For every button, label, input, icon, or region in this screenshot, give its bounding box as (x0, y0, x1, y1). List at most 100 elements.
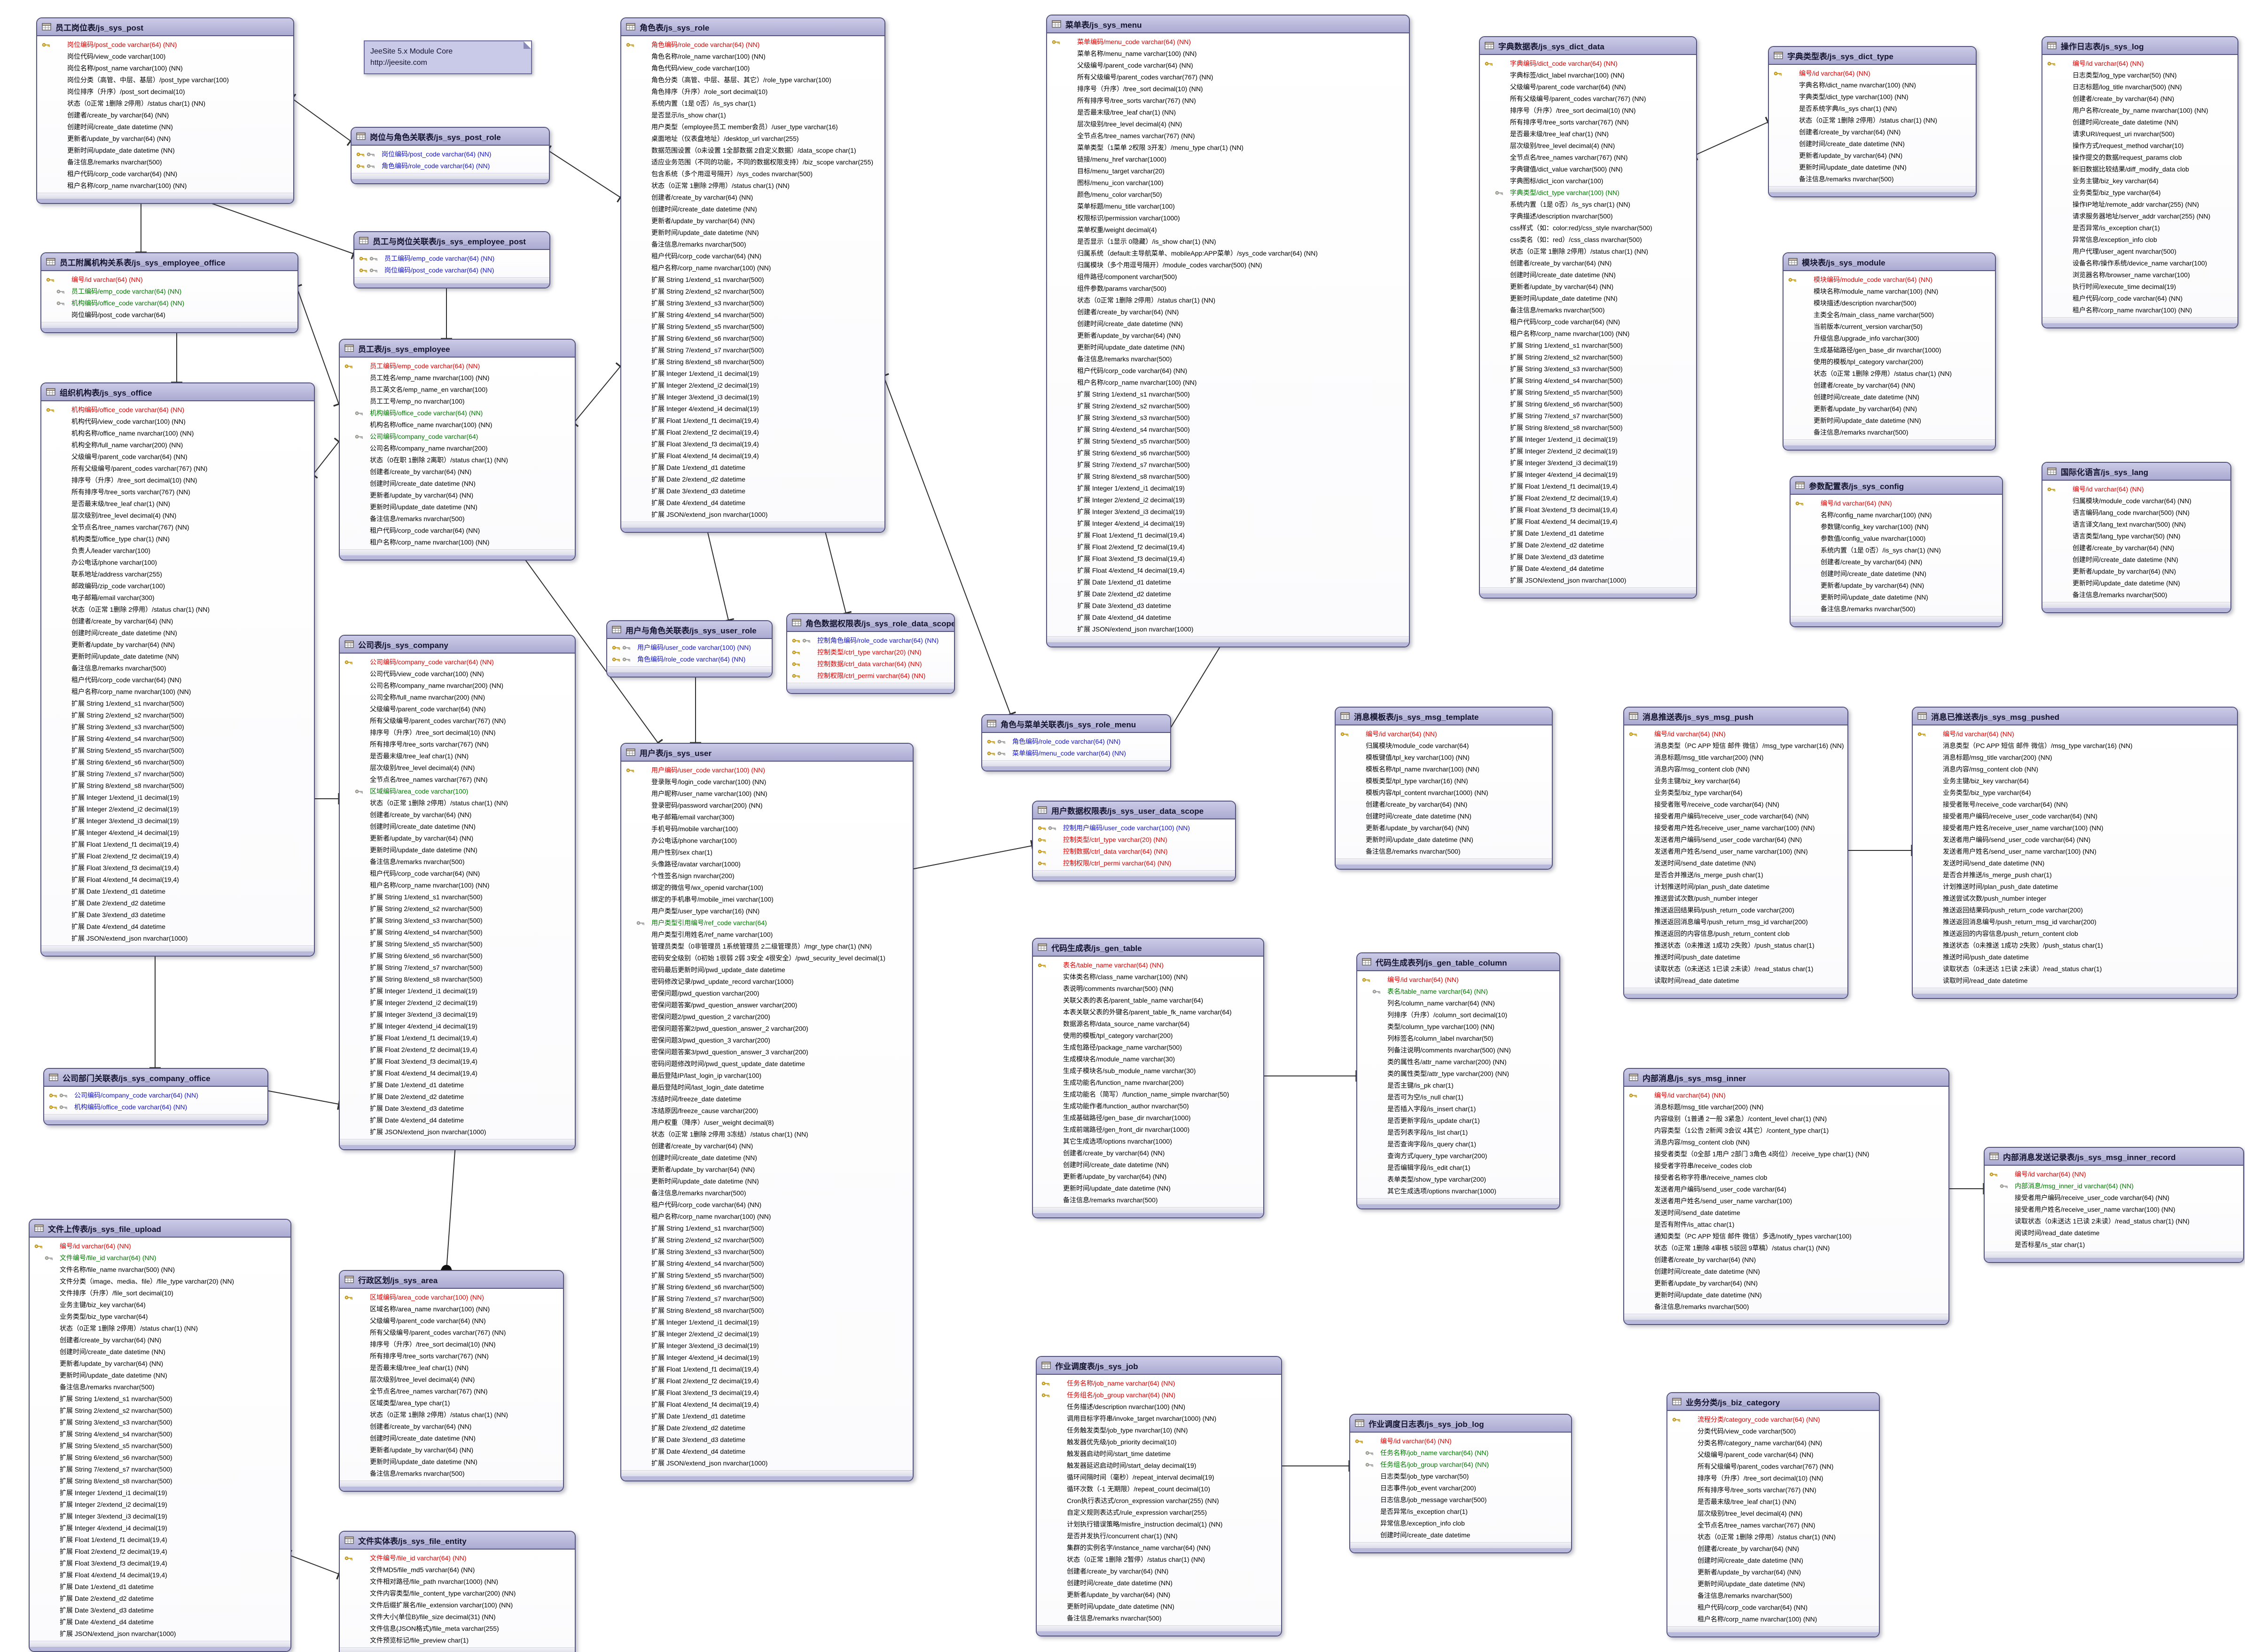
field-row: 当前版本/current_version varchar(50) (1783, 321, 1995, 333)
table-header-js_sys_employee[interactable]: 员工表/js_sys_employee (340, 340, 575, 358)
table-js_sys_lang[interactable]: 国际化语言/js_sys_lang 编号/id varchar(64) (NN)… (2042, 462, 2231, 613)
field-row: 扩展 String 4/extend_s4 nvarchar(500) (1047, 424, 1409, 436)
table-header-js_sys_msg_push[interactable]: 消息推送表/js_sys_msg_push (1624, 708, 1847, 725)
table-header-js_sys_office[interactable]: 组织机构表/js_sys_office (41, 383, 314, 401)
table-header-js_sys_user_data_scope[interactable]: 用户数据权限表/js_sys_user_data_scope (1033, 802, 1235, 819)
field-text: 扩展 String 6/extend_s6 nvarchar(500) (370, 952, 483, 959)
field-text: 状态（0在职 1删除 2离职）/status char(1) (NN) (370, 456, 508, 464)
table-header-js_gen_table[interactable]: 代码生成表/js_gen_table (1033, 939, 1263, 957)
table-js_biz_category[interactable]: 业务分类/js_biz_category 流程分类/category_code … (1666, 1392, 1880, 1637)
field-row: 备注信息/remarks nvarchar(500) (340, 856, 575, 868)
table-header-js_sys_job_log[interactable]: 作业调度日志表/js_sys_job_log (1350, 1415, 1571, 1433)
field-row: 扩展 String 4/extend_s4 nvarchar(500) (1480, 375, 1696, 387)
table-js_sys_msg_inner_record[interactable]: 内部消息发送记录表/js_sys_msg_inner_record 编号/id … (1984, 1147, 2244, 1263)
table-js_sys_job[interactable]: 作业调度表/js_sys_job 任务名称/job_name varchar(6… (1036, 1356, 1282, 1636)
table-header-js_sys_post_role[interactable]: 岗位与角色关联表/js_sys_post_role (352, 128, 549, 146)
field-text: 排序号（升序）/tree_sort decimal(10) (NN) (71, 476, 197, 484)
table-js_sys_user[interactable]: 用户表/js_sys_user 用户编码/user_code varchar(1… (620, 743, 914, 1481)
table-js_sys_company[interactable]: 公司表/js_sys_company 公司编码/company_code var… (339, 635, 576, 1150)
table-footer-bar (1783, 445, 1995, 450)
table-js_sys_role[interactable]: 角色表/js_sys_role 角色编码/role_code varchar(6… (620, 17, 885, 533)
table-js_sys_employee[interactable]: 员工表/js_sys_employee 员工编码/emp_code varcha… (339, 339, 576, 561)
table-header-js_sys_msg_pushed[interactable]: 消息已推送表/js_sys_msg_pushed (1913, 708, 2237, 725)
field-text: 是否异常/is_exception char(1) (1380, 1508, 1468, 1515)
table-js_sys_user_data_scope[interactable]: 用户数据权限表/js_sys_user_data_scope 控制用户编码/us… (1032, 801, 1236, 881)
table-js_sys_msg_template[interactable]: 消息模板表/js_sys_msg_template 编号/id varchar(… (1335, 707, 1553, 870)
table-header-js_gen_table_column[interactable]: 代码生成表列/js_gen_table_column (1357, 953, 1559, 971)
table-js_sys_company_office[interactable]: 公司部门关联表/js_sys_company_office 公司编码/compa… (43, 1068, 268, 1125)
table-js_sys_post[interactable]: 员工岗位表/js_sys_post 岗位编码/post_code varchar… (36, 17, 294, 204)
table-header-js_sys_company[interactable]: 公司表/js_sys_company (340, 636, 575, 654)
table-js_gen_table[interactable]: 代码生成表/js_gen_table 表名/table_name varchar… (1032, 938, 1264, 1218)
table-js_sys_employee_post[interactable]: 员工与岗位关联表/js_sys_employee_post 员工编码/emp_c… (353, 231, 550, 288)
field-text: 岗位编码/post_code varchar(64) (NN) (382, 150, 492, 158)
table-header-js_sys_msg_template[interactable]: 消息模板表/js_sys_msg_template (1336, 708, 1552, 725)
table-js_sys_log[interactable]: 操作日志表/js_sys_log 编号/id varchar(64) (NN) 日… (2042, 36, 2238, 328)
table-js_sys_msg_inner[interactable]: 内部消息/js_sys_msg_inner 编号/id varchar(64) … (1623, 1068, 1949, 1325)
table-header-js_sys_user[interactable]: 用户表/js_sys_user (621, 744, 913, 762)
table-js_sys_employee_office[interactable]: 员工附属机构关系表/js_sys_employee_office 编号/id v… (40, 252, 298, 333)
table-fields: 公司编码/company_code varchar(64) (NN) 机构编码/… (44, 1087, 267, 1114)
table-js_gen_table_column[interactable]: 代码生成表列/js_gen_table_column 编号/id varchar… (1356, 952, 1560, 1209)
primary-key-icon (46, 408, 54, 412)
field-row: 用户代理/user_agent nvarchar(500) (2042, 246, 2237, 257)
field-text: 员工编码/emp_code varchar(64) (NN) (71, 288, 182, 295)
table-js_sys_job_log[interactable]: 作业调度日志表/js_sys_job_log 编号/id varchar(64)… (1349, 1414, 1572, 1553)
table-header-js_sys_company_office[interactable]: 公司部门关联表/js_sys_company_office (44, 1069, 267, 1087)
table-header-js_sys_msg_inner[interactable]: 内部消息/js_sys_msg_inner (1624, 1069, 1948, 1087)
field-row: 扩展 String 8/extend_s8 nvarchar(500) (1480, 422, 1696, 434)
field-row: 租户名称/corp_name nvarchar(100) (NN) (1047, 377, 1409, 389)
table-header-js_sys_log[interactable]: 操作日志表/js_sys_log (2042, 37, 2237, 55)
table-js_sys_role_data_scope[interactable]: 角色数据权限表/js_sys_role_data_scope 控制角色编码/ro… (786, 613, 955, 694)
field-text: 接受者类型（0全部 1用户 2部门 3角色 4岗位）/receive_type … (1654, 1150, 1870, 1158)
field-row: 日志信息/job_message varchar(500) (1350, 1494, 1571, 1506)
field-row: 角色代码/view_code varchar(100) (621, 62, 884, 74)
table-js_sys_role_menu[interactable]: 角色与菜单关联表/js_sys_role_menu 角色编码/role_code… (981, 714, 1171, 771)
table-js_sys_msg_push[interactable]: 消息推送表/js_sys_msg_push 编号/id varchar(64) … (1623, 707, 1848, 999)
table-js_sys_post_role[interactable]: 岗位与角色关联表/js_sys_post_role 岗位编码/post_code… (351, 127, 550, 184)
table-header-js_sys_menu[interactable]: 菜单表/js_sys_menu (1047, 16, 1409, 33)
table-header-js_sys_job[interactable]: 作业调度表/js_sys_job (1037, 1357, 1281, 1375)
field-row: 扩展 Date 2/extend_d2 datetime (41, 897, 314, 909)
table-header-js_sys_module[interactable]: 模块表/js_sys_module (1783, 253, 1995, 271)
table-header-js_sys_lang[interactable]: 国际化语言/js_sys_lang (2042, 463, 2230, 481)
field-text: 备注信息/remarks nvarchar(500) (370, 858, 465, 865)
primary-key-icon (1340, 732, 1348, 736)
table-js_sys_msg_pushed[interactable]: 消息已推送表/js_sys_msg_pushed 编号/id varchar(6… (1912, 707, 2238, 999)
table-js_sys_file_upload[interactable]: 文件上传表/js_sys_file_upload 编号/id varchar(6… (29, 1219, 291, 1652)
field-row: 扩展 Integer 2/extend_i2 decimal(19) (1047, 494, 1409, 506)
table-header-js_sys_file_entity[interactable]: 文件实体表/js_sys_file_entity (340, 1532, 575, 1550)
table-header-js_sys_area[interactable]: 行政区划/js_sys_area (340, 1271, 563, 1289)
table-js_sys_dict_type[interactable]: 字典类型表/js_sys_dict_type 编号/id varchar(64)… (1768, 46, 1977, 197)
table-header-js_sys_user_role[interactable]: 用户与角色关联表/js_sys_user_role (607, 621, 772, 639)
table-js_sys_module[interactable]: 模块表/js_sys_module 模块编码/module_code varch… (1783, 252, 1996, 451)
primary-key-icon (1917, 732, 1925, 736)
table-header-js_sys_msg_inner_record[interactable]: 内部消息发送记录表/js_sys_msg_inner_record (1985, 1148, 2243, 1166)
field-row: 扩展 String 7/extend_s7 nvarchar(500) (30, 1464, 290, 1475)
table-header-js_sys_role_data_scope[interactable]: 角色数据权限表/js_sys_role_data_scope (787, 614, 954, 632)
table-js_sys_office[interactable]: 组织机构表/js_sys_office 机构编码/office_code var… (40, 382, 315, 957)
field-row: 更新时间/update_date datetime (NN) (1047, 342, 1409, 353)
table-js_sys_config[interactable]: 参数配置表/js_sys_config 编号/id varchar(64) (N… (1790, 476, 2003, 627)
field-text: 全节点名/tree_names varchar(767) (NN) (1510, 154, 1628, 161)
table-js_sys_file_entity[interactable]: 文件实体表/js_sys_file_entity 文件编号/file_id va… (339, 1531, 576, 1652)
field-text: 更新者/update_by varchar(64) (NN) (1510, 283, 1614, 290)
table-js_sys_user_role[interactable]: 用户与角色关联表/js_sys_user_role 用户编码/user_code… (606, 620, 773, 678)
table-header-js_sys_role_menu[interactable]: 角色与菜单关联表/js_sys_role_menu (982, 715, 1170, 733)
table-header-js_sys_role[interactable]: 角色表/js_sys_role (621, 18, 884, 36)
table-header-js_sys_post[interactable]: 员工岗位表/js_sys_post (37, 18, 293, 36)
field-row: 扩展 String 2/extend_s2 nvarchar(500) (30, 1405, 290, 1417)
table-header-js_sys_employee_post[interactable]: 员工与岗位关联表/js_sys_employee_post (354, 232, 549, 250)
table-header-js_sys_employee_office[interactable]: 员工附属机构关系表/js_sys_employee_office (41, 253, 297, 271)
table-header-js_sys_dict_data[interactable]: 字典数据表/js_sys_dict_data (1480, 37, 1696, 55)
table-js_sys_menu[interactable]: 菜单表/js_sys_menu 菜单编码/menu_code varchar(6… (1046, 15, 1410, 647)
table-header-js_sys_file_upload[interactable]: 文件上传表/js_sys_file_upload (30, 1220, 290, 1238)
table-header-js_sys_config[interactable]: 参数配置表/js_sys_config (1791, 477, 2002, 495)
field-text: 扩展 String 7/extend_s7 nvarchar(500) (1510, 412, 1623, 420)
table-header-js_sys_dict_type[interactable]: 字典类型表/js_sys_dict_type (1769, 47, 1976, 65)
field-text: 生成包路径/package_name varchar(500) (1063, 1044, 1182, 1051)
table-js_sys_dict_data[interactable]: 字典数据表/js_sys_dict_data 字典编码/dict_code va… (1479, 36, 1697, 599)
table-js_sys_area[interactable]: 行政区划/js_sys_area 区域编码/area_code varchar(… (339, 1270, 564, 1492)
field-text: 扩展 Date 3/extend_d3 datetime (651, 1436, 746, 1443)
table-header-js_biz_category[interactable]: 业务分类/js_biz_category (1667, 1393, 1879, 1411)
